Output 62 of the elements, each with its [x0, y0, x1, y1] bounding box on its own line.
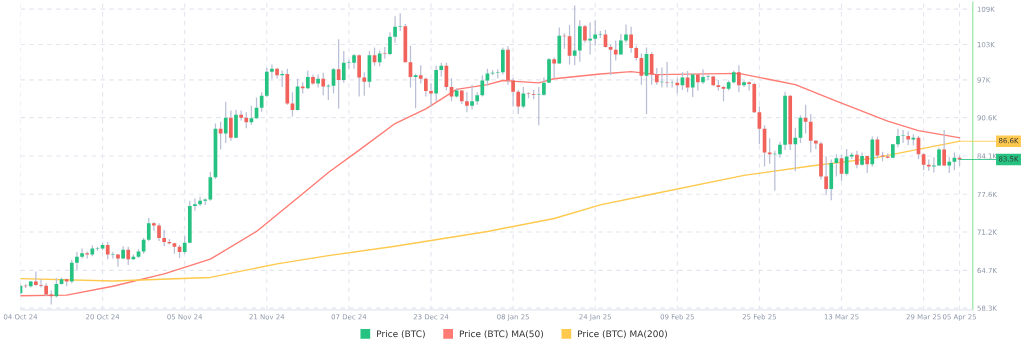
legend-label: Price (BTC) MA(50): [459, 330, 543, 339]
candlestick: [932, 156, 936, 174]
candlestick: [629, 26, 633, 54]
candlestick: [388, 31, 392, 56]
candlestick: [126, 246, 131, 266]
legend-label: Price (BTC) MA(200): [578, 330, 667, 339]
candlestick: [80, 247, 84, 260]
candlestick: [208, 171, 213, 202]
candlestick: [393, 15, 397, 44]
candlestick: [572, 4, 577, 66]
candlestick: [39, 278, 43, 289]
candlestick: [516, 89, 521, 115]
candlestick: [613, 39, 618, 62]
candlestick: [619, 33, 623, 56]
candlestick: [341, 50, 346, 84]
candlestick: [434, 65, 438, 102]
candlestick: [624, 23, 628, 44]
candlestick: [896, 128, 900, 148]
candlestick: [229, 109, 233, 142]
candlestick: [665, 61, 669, 89]
candlestick: [737, 64, 741, 93]
candlestick: [649, 51, 654, 86]
candlestick: [362, 71, 367, 97]
candlestick: [901, 129, 905, 144]
candlestick: [234, 109, 238, 139]
candlestick: [424, 76, 428, 98]
candlestick: [593, 19, 598, 47]
candlestick: [937, 147, 941, 167]
candlestick: [306, 69, 310, 90]
candlestick: [470, 84, 474, 111]
candlestick: [500, 46, 505, 76]
candlestick: [942, 129, 946, 167]
candlestick: [193, 197, 197, 212]
candlestick: [690, 72, 695, 98]
candlestick: [34, 270, 38, 287]
candlestick: [824, 155, 828, 196]
candlestick: [198, 196, 202, 207]
candlestick: [69, 259, 74, 284]
candlestick: [357, 53, 362, 98]
candlestick: [480, 74, 485, 98]
candlestick: [75, 251, 79, 271]
candlestick: [418, 64, 423, 85]
candlestick: [511, 77, 515, 108]
candlestick: [270, 63, 274, 80]
candlestick: [767, 137, 772, 165]
candlestick: [146, 217, 151, 242]
candlestick: [793, 127, 798, 172]
candlestick: [547, 57, 551, 84]
candlestick: [321, 72, 326, 96]
candlestick: [152, 221, 156, 232]
candlestick: [259, 91, 264, 113]
candlestick: [223, 101, 228, 144]
candlestick: [465, 91, 469, 113]
candlestick: [701, 68, 705, 85]
candlestick: [808, 113, 813, 154]
candlestick: [239, 109, 243, 122]
legend-label: Price (BTC): [377, 330, 425, 339]
candlestick: [116, 253, 120, 268]
candlestick: [316, 73, 320, 89]
candlestick: [552, 56, 556, 79]
candlestick: [814, 139, 818, 150]
candlestick: [706, 73, 710, 81]
